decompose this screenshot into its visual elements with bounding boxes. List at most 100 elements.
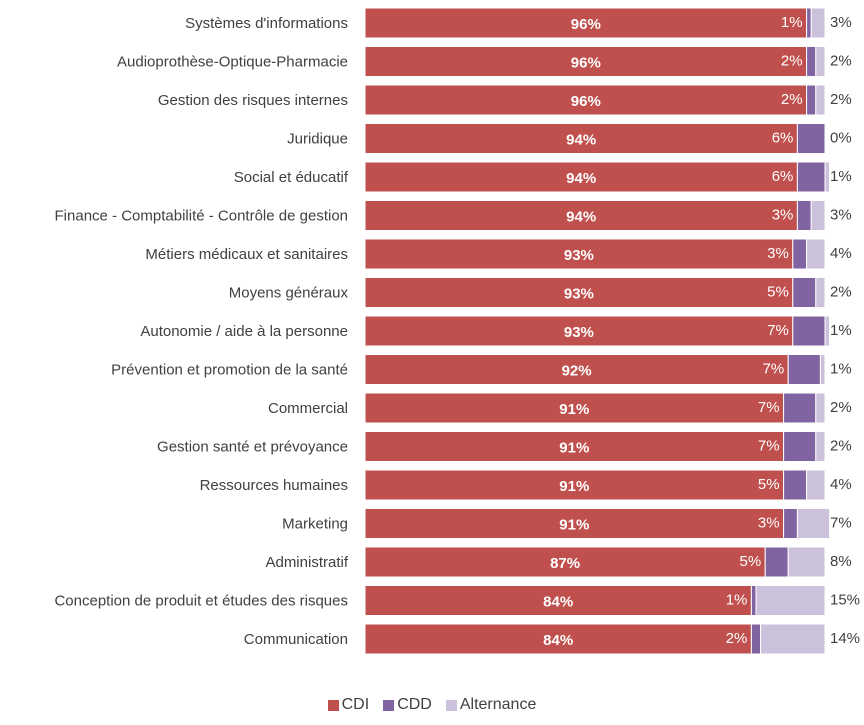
data-label-alternance: 1%: [830, 361, 852, 378]
category-label: Marketing: [282, 516, 348, 533]
bar-segment-cdd: [792, 238, 808, 270]
data-label-alternance: 4%: [830, 476, 852, 493]
bar-segment-cdd: [783, 431, 817, 462]
legend-item-cdi: CDI: [327, 696, 370, 714]
data-label-cdd: 7%: [763, 361, 785, 378]
data-label-cdd: 7%: [767, 322, 789, 339]
data-label-cdi: 91%: [559, 517, 589, 534]
legend-label: CDD: [397, 696, 432, 713]
bar-segment-alternance: [815, 46, 826, 77]
bar-segment-cdi: [364, 469, 785, 501]
bar-segment-cdd: [750, 585, 757, 616]
category-label: Conception de produit et études des risq…: [54, 593, 348, 610]
bar-segment-cdd: [783, 469, 808, 501]
data-label-cdd: 3%: [772, 207, 794, 224]
legend-item-alternance: Alternance: [445, 696, 537, 714]
category-label: Social et éducatif: [234, 169, 349, 186]
data-label-cdd: 1%: [726, 592, 748, 609]
bar-segment-cdd: [750, 623, 762, 655]
data-label-alternance: 2%: [830, 399, 852, 416]
data-label-cdi: 93%: [564, 324, 594, 341]
data-label-cdi: 84%: [543, 632, 573, 649]
bar-segment-cdd: [787, 354, 821, 385]
data-label-alternance: 1%: [830, 322, 852, 339]
data-label-alternance: 14%: [830, 630, 860, 647]
legend-item-cdd: CDD: [383, 696, 432, 714]
bar-segment-cdi: [364, 277, 794, 308]
bar-segment-cdi: [364, 200, 798, 231]
category-label: Administratif: [265, 554, 348, 571]
bar-segment-alternance: [810, 200, 826, 231]
bar-segment-cdd: [806, 46, 817, 77]
data-label-alternance: 2%: [830, 91, 852, 108]
data-label-cdi: 96%: [571, 16, 601, 33]
bar-segment-alternance: [815, 84, 826, 116]
data-label-cdi: 96%: [571, 55, 601, 72]
data-label-alternance: 4%: [830, 245, 852, 262]
data-label-cdi: 96%: [571, 93, 601, 110]
category-label: Communication: [244, 631, 348, 648]
data-label-alternance: 1%: [830, 168, 852, 185]
legend-label: CDI: [341, 696, 370, 713]
bar-segment-alternance: [806, 469, 826, 501]
category-label: Moyens généraux: [229, 285, 349, 302]
bar-segment-cdd: [796, 161, 826, 193]
bar-segment-alternance: [824, 161, 831, 193]
data-label-cdi: 93%: [564, 247, 594, 264]
category-label: Finance - Comptabilité - Contrôle de ges…: [55, 208, 348, 225]
data-label-cdi: 84%: [543, 594, 573, 611]
bar-segment-alternance: [755, 585, 826, 616]
bar-segment-cdi: [364, 354, 789, 385]
bar-segment-cdd: [792, 277, 817, 308]
data-label-cdi: 91%: [559, 478, 589, 495]
bar-segment-alternance: [815, 277, 826, 308]
chart-legend: CDI CDD Alternance: [0, 696, 864, 714]
category-label: Métiers médicaux et sanitaires: [145, 246, 348, 263]
bar-segment-cdi: [364, 623, 752, 655]
data-label-cdd: 3%: [767, 245, 789, 262]
bar-segment-alternance: [819, 354, 826, 385]
data-label-cdi: 91%: [559, 401, 589, 418]
data-label-alternance: 2%: [830, 438, 852, 455]
data-label-alternance: 0%: [830, 130, 852, 147]
data-label-cdi: 94%: [566, 132, 596, 149]
legend-label: Alternance: [459, 696, 537, 713]
data-label-cdi: 91%: [559, 440, 589, 457]
bar-segment-cdi: [364, 585, 752, 616]
data-label-cdd: 2%: [726, 630, 748, 647]
data-label-cdd: 6%: [772, 130, 794, 147]
data-label-alternance: 2%: [830, 284, 852, 301]
bar-segment-cdi: [364, 7, 808, 39]
data-label-alternance: 15%: [830, 592, 860, 609]
bar-segment-cdi: [364, 431, 785, 462]
data-label-alternance: 2%: [830, 53, 852, 70]
data-label-alternance: 3%: [830, 14, 852, 31]
bar-segment-alternance: [796, 508, 831, 539]
category-label: Gestion des risques internes: [158, 92, 348, 109]
data-label-cdd: 1%: [781, 14, 803, 31]
data-label-cdi: 87%: [550, 555, 580, 572]
category-label: Commercial: [268, 400, 348, 417]
data-label-cdi: 94%: [566, 209, 596, 226]
bar-segment-cdd: [806, 84, 817, 116]
bar-segment-cdd: [783, 392, 817, 424]
category-label: Audioprothèse-Optique-Pharmacie: [117, 54, 348, 71]
bar-segment-alternance: [760, 623, 826, 655]
category-label: Systèmes d'informations: [185, 15, 348, 32]
bar-segment-cdi: [364, 84, 808, 116]
bar-segment-alternance: [815, 431, 826, 462]
category-label: Ressources humaines: [200, 477, 348, 494]
bar-segment-cdd: [806, 7, 812, 39]
data-label-cdd: 5%: [767, 284, 789, 301]
data-label-cdd: 7%: [758, 438, 780, 455]
bar-segment-alternance: [824, 315, 831, 347]
bar-segment-cdd: [764, 546, 789, 578]
bar-segment-cdd: [796, 123, 826, 154]
data-label-cdd: 2%: [781, 53, 803, 70]
category-label: Gestion santé et prévoyance: [157, 439, 348, 456]
bar-segment-cdi: [364, 161, 798, 193]
data-label-cdd: 5%: [758, 476, 780, 493]
category-label: Prévention et promotion de la santé: [111, 362, 348, 379]
data-label-alternance: 7%: [830, 515, 852, 532]
legend-swatch: [445, 699, 457, 711]
